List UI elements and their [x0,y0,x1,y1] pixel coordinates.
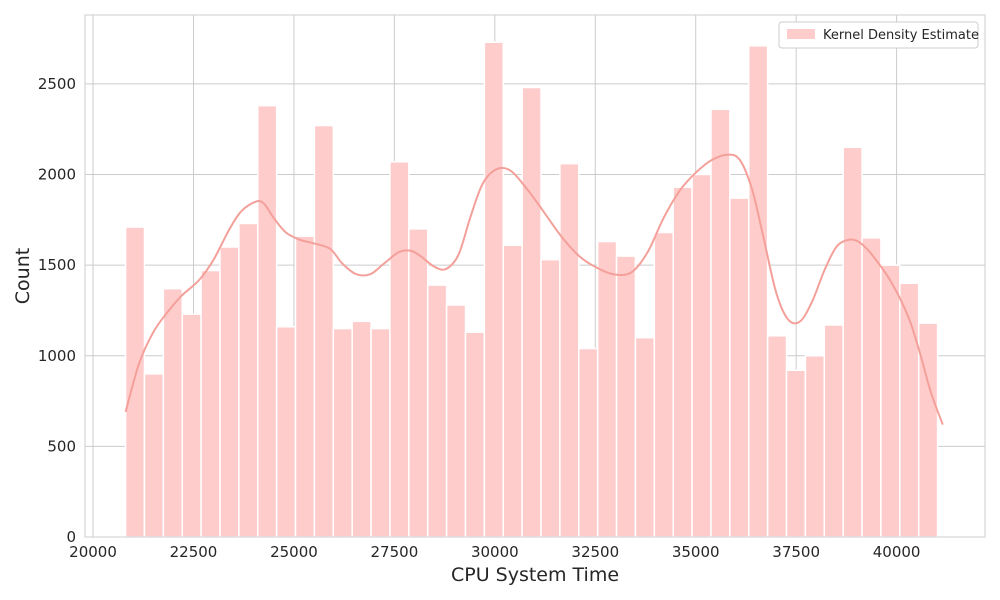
histogram-bar [842,146,863,538]
histogram-bar [634,336,656,538]
y-tick-label: 2500 [38,75,76,93]
x-tick-label: 40000 [873,543,921,561]
legend: Kernel Density Estimate [778,21,979,49]
histogram-bar [578,347,599,538]
x-tick-label: 37500 [772,543,820,561]
histogram-bar [332,327,353,538]
y-tick-labels: 0 500 1000 1500 2000 2500 [38,75,76,546]
x-tick-label: 32500 [571,543,619,561]
histogram-bar [464,331,486,538]
histogram-bar [729,197,750,538]
histogram-bar [766,335,788,538]
histogram-bar [200,269,221,538]
histogram-bar [559,162,580,538]
histogram-bar [804,355,826,538]
histogram-bar [483,41,505,538]
histogram-bar [615,255,637,538]
histogram-bar [219,246,240,538]
legend-swatch [787,29,815,39]
histogram-bar [672,186,693,538]
histogram-bar [124,226,146,538]
histogram-bar [162,287,183,538]
x-tick-labels: 20000 22500 25000 27500 30000 32500 35000 37500… [69,543,920,561]
x-axis-label: CPU System Time [451,564,619,586]
histogram-bar [238,222,259,538]
y-tick-label: 1500 [38,256,76,274]
histogram-bar [313,124,335,538]
histogram-bar [785,369,807,538]
y-tick-label: 500 [47,437,76,455]
histogram-bar [691,173,712,538]
kde-line [124,153,944,425]
plot-frame [84,14,986,538]
y-tick-label: 0 [66,528,76,546]
histogram-bar [521,86,542,538]
histogram-bar [257,104,278,538]
histogram-bar [653,231,674,538]
histogram-bar [880,264,901,538]
x-tick-label: 22500 [170,543,218,561]
x-tick-label: 25000 [270,543,318,561]
histogram-bar [426,284,448,538]
histogram-bar [294,235,316,538]
histogram-bar [445,304,467,538]
histogram-bar [823,324,844,538]
x-tick-label: 35000 [672,543,720,561]
y-tick-label: 2000 [38,166,76,184]
x-tick-label: 20000 [69,543,117,561]
histogram-bar [861,237,882,538]
x-tick-label: 30000 [471,543,519,561]
histogram-bar [748,45,769,538]
histogram-bar [181,313,202,538]
x-tick-label: 27500 [371,543,419,561]
legend-box [778,21,979,49]
histogram-bar [596,240,618,538]
histogram-bar [540,258,561,538]
histogram-bar [408,228,429,538]
histogram-bar [275,326,297,538]
histogram-bar [143,373,165,538]
histogram-bar [351,320,372,538]
y-tick-label: 1000 [38,347,76,365]
histogram-bar [370,327,391,538]
histogram-bar [389,161,410,538]
legend-label: Kernel Density Estimate [823,28,979,43]
y-axis-label: Count [12,248,34,304]
histogram-bar [502,244,523,538]
histogram-bar [710,108,731,538]
